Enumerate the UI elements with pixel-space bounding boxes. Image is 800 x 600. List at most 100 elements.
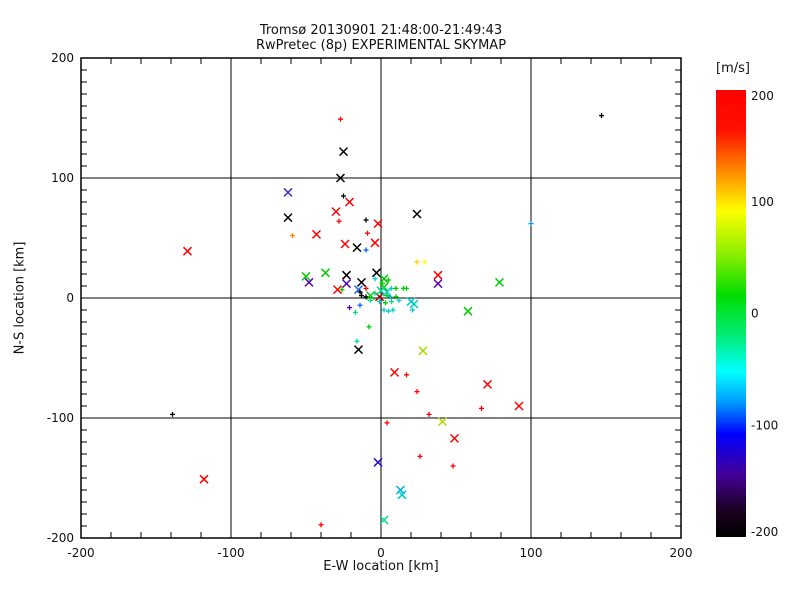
plot-subtitle: RwPretec (8p) EXPERIMENTAL SKYMAP bbox=[255, 38, 507, 53]
data-point-marker bbox=[393, 285, 399, 291]
data-point-marker bbox=[373, 457, 383, 467]
data-point-marker bbox=[417, 453, 423, 459]
data-point-marker bbox=[304, 277, 314, 287]
data-point-marker bbox=[528, 221, 534, 227]
data-point-marker bbox=[359, 293, 364, 299]
data-point-marker bbox=[422, 259, 427, 265]
data-point-marker bbox=[379, 274, 389, 284]
data-point-marker bbox=[514, 401, 524, 411]
data-point-marker bbox=[341, 270, 352, 280]
data-point-marker bbox=[389, 299, 394, 305]
axis-ticks bbox=[81, 58, 681, 538]
data-point-marker bbox=[363, 285, 369, 291]
data-point-marker bbox=[341, 279, 352, 289]
data-point-marker bbox=[283, 187, 293, 197]
data-point-marker bbox=[347, 305, 352, 311]
data-point-marker bbox=[365, 230, 370, 236]
data-point-marker bbox=[290, 233, 295, 239]
colorbar-tick-label: 0 bbox=[751, 307, 759, 321]
colorbar-gradient bbox=[716, 90, 746, 537]
data-point-marker bbox=[170, 411, 175, 417]
x-tick-label: -200 bbox=[67, 546, 94, 560]
data-point-marker bbox=[370, 238, 380, 248]
data-point-marker bbox=[371, 268, 382, 278]
data-point-marker bbox=[397, 490, 407, 500]
x-tick-label: 0 bbox=[377, 546, 385, 560]
data-point-marker bbox=[389, 367, 400, 377]
colorbar-tick-label: -100 bbox=[751, 418, 778, 432]
colorbar-tick-label: -200 bbox=[751, 525, 778, 539]
data-point-marker bbox=[450, 463, 456, 469]
data-point-marker bbox=[336, 218, 342, 224]
plot-title: Tromsø 20130901 21:48:00-21:49:43 bbox=[259, 23, 503, 38]
x-axis-label: E-W location [km] bbox=[323, 559, 439, 574]
data-point-marker bbox=[357, 302, 363, 308]
data-point-marker bbox=[383, 300, 388, 306]
data-point-marker bbox=[363, 294, 369, 300]
data-point-marker bbox=[494, 277, 505, 287]
data-point-marker bbox=[410, 307, 415, 313]
data-point-marker bbox=[479, 405, 484, 411]
x-tick-labels: -200 -100 0 100 200 bbox=[67, 546, 692, 560]
data-point-marker bbox=[344, 197, 355, 207]
data-point-marker bbox=[384, 293, 390, 299]
data-point-marker bbox=[433, 270, 443, 280]
colorbar-tick-label: 100 bbox=[751, 195, 774, 209]
data-point-marker bbox=[599, 113, 604, 119]
scatter-points bbox=[170, 113, 604, 528]
data-point-marker bbox=[437, 417, 448, 427]
data-point-marker bbox=[381, 307, 387, 313]
data-point-marker bbox=[396, 297, 402, 303]
data-point-marker bbox=[412, 209, 422, 219]
data-point-marker bbox=[386, 277, 391, 283]
y-tick-label: -100 bbox=[47, 411, 74, 425]
data-point-marker bbox=[353, 345, 364, 355]
colorbar-title: [m/s] bbox=[716, 61, 750, 76]
data-point-marker bbox=[426, 411, 432, 417]
data-point-marker bbox=[414, 259, 420, 265]
data-point-marker bbox=[332, 285, 343, 295]
data-point-marker bbox=[340, 239, 350, 249]
data-point-marker bbox=[401, 285, 406, 291]
data-point-marker bbox=[373, 219, 383, 229]
y-tick-label: 100 bbox=[51, 171, 74, 185]
x-tick-label: -100 bbox=[217, 546, 244, 560]
data-point-marker bbox=[449, 433, 460, 443]
data-point-marker bbox=[182, 246, 193, 256]
y-tick-label: 0 bbox=[66, 291, 74, 305]
y-tick-labels: 200 100 0 -100 -200 bbox=[47, 51, 74, 545]
data-point-marker bbox=[414, 389, 420, 395]
data-point-marker bbox=[357, 289, 363, 295]
data-point-marker bbox=[199, 474, 209, 484]
data-point-marker bbox=[433, 279, 443, 289]
data-point-marker bbox=[404, 372, 409, 378]
data-point-marker bbox=[283, 213, 293, 223]
y-tick-label: -200 bbox=[47, 531, 74, 545]
data-point-marker bbox=[353, 309, 358, 315]
data-point-marker bbox=[338, 116, 343, 122]
data-point-marker bbox=[352, 243, 362, 253]
data-point-marker bbox=[363, 217, 369, 223]
data-point-marker bbox=[354, 338, 360, 344]
plot-title-block: Tromsø 20130901 21:48:00-21:49:43 RwPret… bbox=[81, 23, 681, 53]
data-point-marker bbox=[320, 268, 331, 278]
data-point-marker bbox=[372, 290, 378, 296]
data-point-marker bbox=[338, 147, 349, 157]
data-point-marker bbox=[372, 276, 378, 282]
data-point-marker bbox=[331, 207, 341, 217]
data-point-marker bbox=[377, 299, 382, 305]
data-point-marker bbox=[379, 515, 389, 525]
data-point-marker bbox=[384, 420, 390, 426]
y-tick-label: 200 bbox=[51, 51, 74, 65]
colorbar-tick-labels: 200 100 0 -100 -200 bbox=[751, 89, 778, 539]
data-point-marker bbox=[418, 346, 428, 356]
data-point-marker bbox=[341, 193, 346, 199]
plot-border bbox=[80, 57, 682, 539]
data-point-marker bbox=[382, 287, 392, 297]
data-point-marker bbox=[482, 379, 493, 389]
data-point-marker bbox=[339, 287, 345, 293]
data-point-marker bbox=[393, 294, 399, 300]
data-point-marker bbox=[356, 277, 367, 287]
